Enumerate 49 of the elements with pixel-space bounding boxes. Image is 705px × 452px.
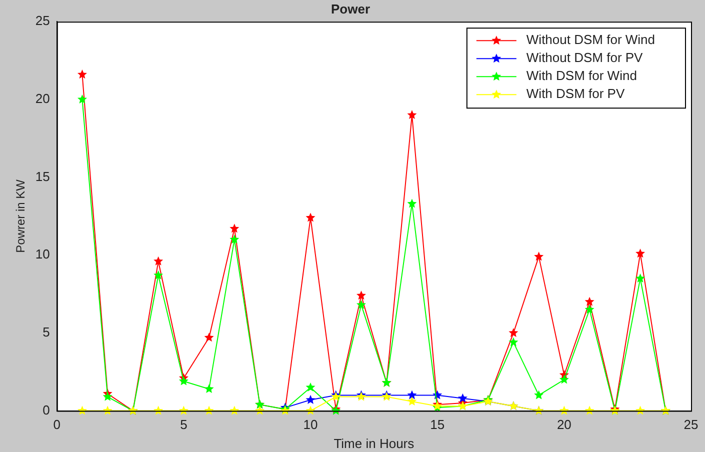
point — [178, 376, 188, 386]
point — [636, 406, 646, 415]
point — [534, 252, 544, 261]
point — [356, 300, 366, 309]
x-tick-label: 25 — [684, 417, 698, 432]
point — [559, 374, 569, 384]
point — [534, 390, 544, 400]
x-tick-label: 10 — [303, 417, 318, 432]
point — [407, 198, 417, 208]
point — [356, 290, 366, 300]
y-tick-label: 25 — [35, 13, 50, 28]
y-tick-label: 5 — [42, 324, 50, 340]
x-tick-label: 0 — [53, 417, 60, 432]
point — [458, 393, 468, 402]
point — [508, 328, 518, 338]
x-tick-label: 15 — [430, 417, 445, 432]
point — [636, 273, 646, 283]
point — [508, 337, 518, 346]
point — [407, 396, 417, 406]
point — [230, 224, 240, 233]
point — [636, 248, 646, 258]
point — [102, 392, 112, 401]
chart-title: Power — [330, 1, 370, 16]
point — [407, 390, 417, 400]
point — [584, 304, 594, 314]
point — [204, 384, 214, 394]
point — [306, 394, 316, 404]
y-tick-label: 15 — [35, 168, 50, 184]
point — [77, 70, 87, 79]
legend-label: Without DSM for Wind — [526, 32, 656, 48]
point — [154, 270, 164, 280]
y-tick-label: 0 — [42, 402, 50, 418]
legend-label: With DSM for PV — [526, 86, 625, 102]
x-tick-label: 20 — [556, 417, 572, 432]
x-axis-title: Time in Hours — [334, 436, 415, 451]
point — [77, 94, 87, 104]
legend-label: With DSM for Wind — [526, 68, 637, 84]
point — [154, 256, 164, 266]
point — [584, 296, 594, 306]
point — [230, 234, 240, 244]
point — [306, 382, 316, 392]
point — [306, 212, 316, 222]
x-tick-label: 5 — [180, 417, 188, 432]
y-tick-label: 10 — [35, 246, 50, 262]
y-tick-label: 20 — [35, 91, 50, 106]
point — [204, 332, 214, 342]
point — [407, 110, 417, 120]
y-axis-title: Powrer in KW — [14, 178, 28, 253]
legend-label: Without DSM for PV — [526, 50, 644, 66]
